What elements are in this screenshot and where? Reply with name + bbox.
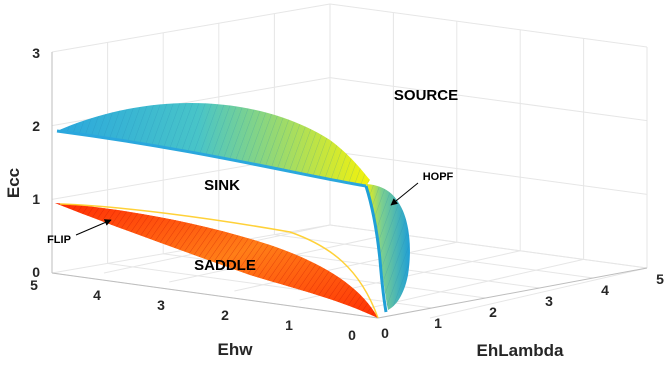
y-tick: 3 bbox=[545, 293, 553, 309]
x-axis: 0 1 2 3 4 5 Ehw bbox=[30, 277, 356, 359]
grid-line bbox=[329, 3, 648, 48]
annotations: HOPF FLIP bbox=[47, 171, 453, 246]
z-tick: 3 bbox=[32, 45, 40, 61]
z-axis: 0 1 2 3 Ecc bbox=[4, 45, 40, 280]
lower-surface bbox=[55, 203, 379, 319]
y-tick: 2 bbox=[489, 304, 497, 320]
hopf-arrow bbox=[390, 182, 419, 206]
y-axis-label: EhLambda bbox=[477, 341, 564, 360]
x-tick: 1 bbox=[285, 317, 293, 333]
y-tick: 1 bbox=[434, 315, 442, 331]
y-tick: 4 bbox=[601, 282, 609, 298]
x-tick: 4 bbox=[93, 287, 101, 303]
x-tick: 5 bbox=[30, 277, 38, 293]
x-tick: 3 bbox=[157, 297, 165, 313]
z-axis-label: Ecc bbox=[4, 168, 23, 198]
grid-line bbox=[429, 267, 648, 319]
region-label-sink: SINK bbox=[204, 177, 240, 194]
x-axis-label: Ehw bbox=[218, 340, 254, 359]
grid-line bbox=[234, 241, 457, 292]
grid-line bbox=[329, 77, 648, 122]
region-labels: SOURCE SINK SADDLE bbox=[194, 87, 458, 274]
grid-line bbox=[51, 3, 331, 53]
annotation-hopf: HOPF bbox=[423, 171, 454, 183]
x-tick: 0 bbox=[348, 327, 356, 343]
grid-line bbox=[329, 150, 648, 195]
y-tick: 5 bbox=[656, 271, 664, 287]
z-tick: 1 bbox=[32, 191, 40, 207]
region-label-source: SOURCE bbox=[394, 87, 458, 104]
grid-line bbox=[274, 234, 594, 279]
y-axis: 0 1 2 3 4 5 EhLambda bbox=[381, 271, 664, 360]
upper-surface bbox=[56, 103, 410, 313]
grid-line bbox=[364, 258, 584, 310]
z-tick: 0 bbox=[32, 264, 40, 280]
y-tick: 0 bbox=[381, 325, 389, 341]
grid-line bbox=[107, 262, 432, 309]
flip-arrow bbox=[75, 219, 112, 236]
annotation-flip: FLIP bbox=[47, 234, 71, 246]
z-tick: 2 bbox=[32, 118, 40, 134]
x-tick: 2 bbox=[221, 307, 229, 323]
region-label-saddle: SADDLE bbox=[194, 257, 256, 274]
axis-box bbox=[51, 52, 648, 319]
